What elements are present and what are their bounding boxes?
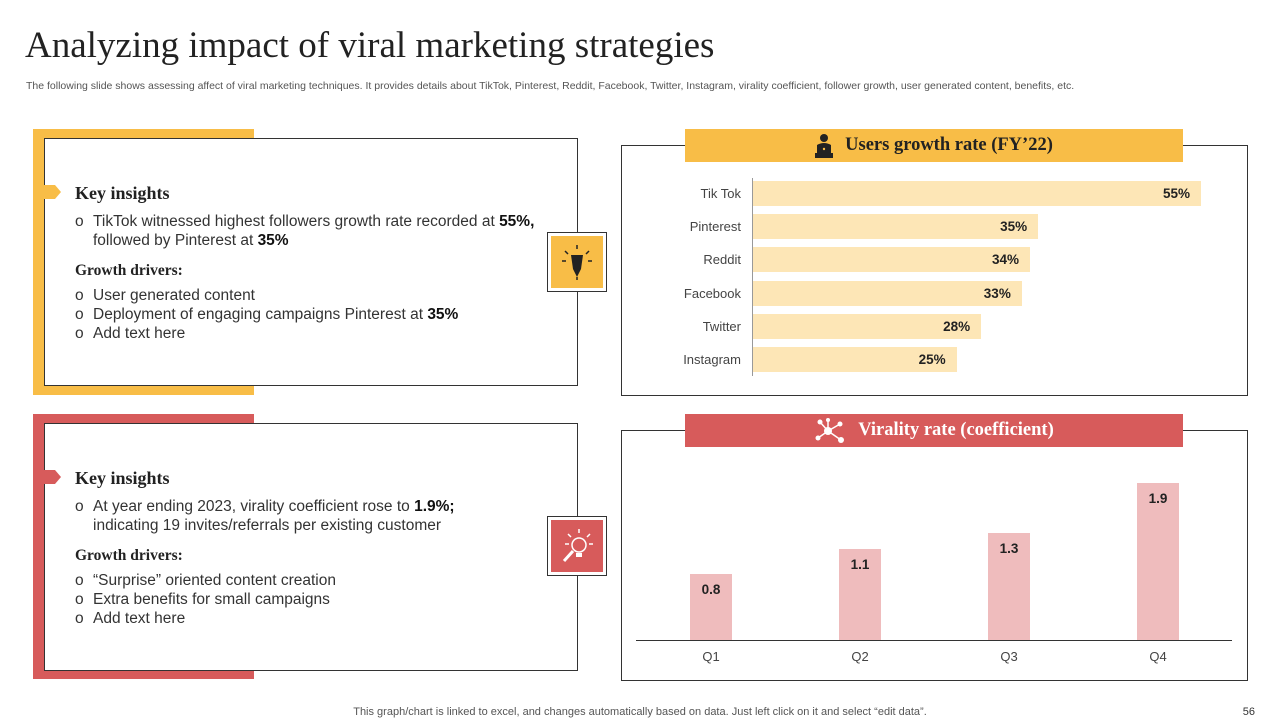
card1-driver-2: o Deployment of engaging campaigns Pinte… [75,305,535,324]
page-number: 56 [1242,706,1255,718]
card1-insight: o TikTok witnessed highest followers gro… [75,212,535,250]
card2-heading: Key insights [75,468,170,488]
card2-insight-line2: indicating 19 invites/referrals per exis… [93,517,442,534]
card2-insight-bold: 1.9%; [414,498,455,515]
users-growth-bar [753,214,1039,240]
card2-insight: o At year ending 2023, virality coeffici… [75,497,535,535]
card2-driver-2: o Extra benefits for small campaigns [75,590,535,609]
virality-bar [690,573,732,640]
card2-driver-3-text: Add text here [93,610,186,627]
bullet-marker: o [75,610,84,627]
card2-driver-2-text: Extra benefits for small campaigns [93,591,330,608]
virality-category-label: Q1 [702,649,720,664]
key-insights-card-2: Key insights o At year ending 2023, vira… [41,423,578,671]
users-growth-chart-title: Users growth rate (FY’22) [845,135,1053,155]
card1-drivers-heading: Growth drivers: [75,262,183,279]
card1-icon-box [547,232,607,292]
bullet-marker: o [75,591,84,608]
users-growth-value-label: 35% [1000,219,1028,235]
card2-driver-1-text: “Surprise” oriented content creation [93,572,336,589]
bullet-marker: o [75,498,84,515]
card2-driver-3: o Add text here [75,609,535,628]
card1-insight-bold2: 35% [257,232,289,249]
users-growth-y-axis [752,178,753,376]
users-growth-bar [753,280,1022,306]
users-growth-category-label: Tik Tok [700,186,741,201]
users-growth-category-label: Reddit [703,252,741,268]
network-nodes-icon [814,417,846,444]
virality-bar [988,532,1030,640]
card1-driver-1-text: User generated content [93,287,255,304]
virality-value-label: 1.1 [850,557,870,573]
users-growth-value-label: 55% [1163,186,1191,201]
key-insights-card-1: Key insights o TikTok witnessed highest … [41,138,578,386]
users-growth-category-label: Facebook [683,285,741,301]
users-growth-value-label: 33% [983,285,1011,301]
card2-drivers-heading: Growth drivers: [75,547,183,564]
users-growth-category-label: Pinterest [689,219,741,235]
card1-insight-bold1: 55%, [499,213,535,230]
card1-insight-text: TikTok witnessed highest followers growt… [93,213,500,230]
users-growth-bar [753,347,957,372]
user-laptop-icon [815,133,834,159]
users-growth-bar [753,181,1201,206]
bullet-marker: o [75,325,84,342]
virality-value-label: 1.9 [1148,491,1168,506]
card1-insight-mid: followed by Pinterest at [93,232,258,249]
virality-category-label: Q4 [1149,649,1167,664]
card1-driver-1: o User generated content [75,286,535,305]
users-growth-category-label: Twitter [702,318,741,334]
card1-arrow-tag [41,185,61,199]
footer-note: This graph/chart is linked to excel, and… [353,706,927,718]
slide-title: Analyzing impact of viral marketing stra… [25,25,715,66]
bullet-marker: o [75,306,84,323]
virality-x-axis [636,640,1232,641]
bullet-marker: o [75,287,84,304]
virality-chart-banner: Virality rate (coefficient) [685,414,1183,447]
virality-bar [1137,483,1179,640]
users-growth-value-label: 25% [918,352,946,367]
card2-arrow-tag [41,470,61,484]
lightbulb-search-icon [551,520,603,572]
virality-value-label: 0.8 [701,581,721,597]
virality-value-label: 1.3 [999,540,1019,556]
users-growth-chart-banner: Users growth rate (FY’22) [685,129,1183,162]
users-growth-category-label: Instagram [683,352,741,367]
slide-subtitle: The following slide shows assessing affe… [26,80,1075,92]
users-growth-value-label: 34% [991,252,1019,268]
card1-driver-2-bold: 35% [427,306,459,323]
virality-category-label: Q3 [1000,649,1018,664]
virality-bar [839,549,881,640]
users-growth-bar [753,313,982,339]
virality-chart-title: Virality rate (coefficient) [858,420,1054,440]
card1-driver-2-text: Deployment of engaging campaigns Pintere… [93,306,428,323]
users-growth-value-label: 28% [943,318,971,334]
card2-icon-box [547,516,607,576]
card2-insight-text: At year ending 2023, virality coefficien… [93,498,415,515]
card1-driver-3-text: Add text here [93,325,186,342]
card1-heading: Key insights [75,183,170,203]
bullet-marker: o [75,213,84,230]
pen-lightbulb-icon [551,236,603,288]
bullet-marker: o [75,572,84,589]
virality-category-label: Q2 [851,649,869,664]
card1-driver-3: o Add text here [75,324,535,343]
users-growth-bar [753,247,1030,273]
card2-driver-1: o “Surprise” oriented content creation [75,571,535,590]
